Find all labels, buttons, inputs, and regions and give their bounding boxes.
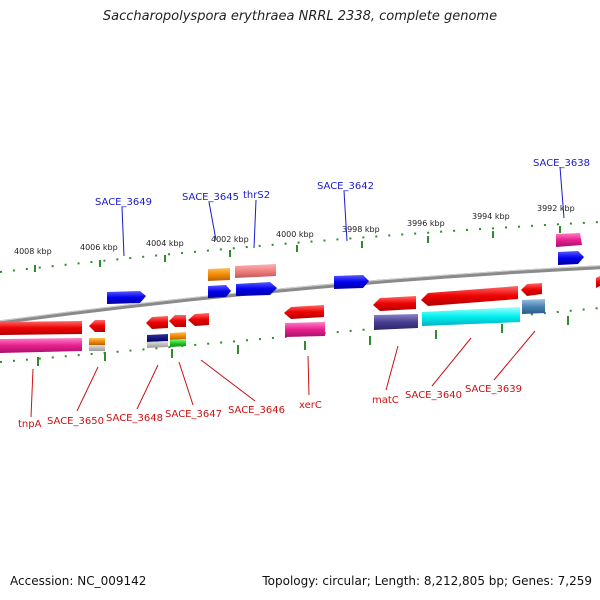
topology-text: Topology: circular; Length: 8,212,805 bp… bbox=[262, 574, 592, 588]
gene-label-SACE_3649: SACE_3649 bbox=[95, 197, 152, 208]
kbp-label: 3994 kbp bbox=[472, 212, 510, 221]
gene-SACE_3647-a bbox=[169, 315, 186, 327]
gene-SACE_3648-c bbox=[147, 341, 168, 348]
gene-label-xerC: xerC bbox=[299, 400, 322, 411]
gene-SACE_3647-b bbox=[170, 332, 186, 340]
gene-thrS2-b bbox=[236, 282, 277, 296]
kbp-label: 4008 kbp bbox=[14, 247, 52, 256]
gene-xerC-a bbox=[284, 305, 324, 319]
gene-SACE_3650-c bbox=[89, 345, 105, 351]
gene-SACE_3649 bbox=[107, 291, 146, 304]
kbp-label: 4000 kbp bbox=[276, 230, 314, 239]
gene-label-thrS2: thrS2 bbox=[243, 190, 270, 201]
lower-leader-lines bbox=[30, 330, 536, 418]
gene-SACE_3646 bbox=[188, 313, 209, 326]
gene-SACE_3639-a bbox=[521, 283, 542, 296]
map-title: Saccharopolyspora erythraea NRRL 2338, c… bbox=[102, 9, 498, 24]
gene-label-SACE_3650: SACE_3650 bbox=[47, 416, 104, 427]
gene-SACE_3650-a bbox=[89, 320, 105, 332]
gene-SACE_3647-c bbox=[170, 339, 186, 347]
reverse-genes bbox=[0, 283, 545, 353]
gene-label-SACE_3645: SACE_3645 bbox=[182, 192, 239, 203]
gene-matC-a bbox=[373, 296, 416, 311]
upper-major-ticks bbox=[34, 226, 561, 272]
gene-thrS2-a bbox=[235, 264, 276, 278]
gene-SACE_3648-b bbox=[147, 334, 168, 342]
kbp-label: 3992 kbp bbox=[537, 204, 575, 213]
gene-SACE_3650-b bbox=[89, 338, 105, 345]
gene-label-SACE_3647: SACE_3647 bbox=[165, 409, 222, 420]
gene-SACE_3645-b bbox=[208, 285, 231, 298]
genome-backbone bbox=[0, 265, 600, 325]
gene-tnpA-a bbox=[0, 321, 82, 335]
kbp-label: 3998 kbp bbox=[342, 225, 380, 234]
kbp-label: 4004 kbp bbox=[146, 239, 184, 248]
gene-SACE_3640-b bbox=[422, 307, 520, 326]
forward-genes bbox=[107, 233, 600, 304]
gene-matC-b bbox=[374, 314, 418, 330]
gene-label-SACE_3639: SACE_3639 bbox=[465, 384, 522, 395]
gene-SACE_3645-a bbox=[208, 268, 230, 281]
gene-label-tnpA: tnpA bbox=[18, 419, 42, 430]
gene-label-matC: matC bbox=[372, 395, 399, 406]
accession-text: Accession: NC_009142 bbox=[10, 574, 147, 588]
gene-SACE_3638-a bbox=[556, 233, 582, 247]
gene-SACE_3640-a bbox=[421, 286, 518, 306]
gene-edge-red bbox=[596, 276, 600, 288]
kbp-label: 4002 kbp bbox=[211, 235, 249, 244]
gene-label-SACE_3642: SACE_3642 bbox=[317, 181, 374, 192]
lower-major-ticks bbox=[37, 316, 569, 366]
gene-label-SACE_3646: SACE_3646 bbox=[228, 405, 285, 416]
kbp-label: 4006 kbp bbox=[80, 243, 118, 252]
kbp-label: 3996 kbp bbox=[407, 219, 445, 228]
gene-label-SACE_3640: SACE_3640 bbox=[405, 390, 462, 401]
gene-label-SACE_3648: SACE_3648 bbox=[106, 413, 163, 424]
gene-xerC-b bbox=[285, 322, 325, 337]
gene-tnpA-b bbox=[0, 338, 82, 353]
gene-SACE_3648-a bbox=[146, 316, 168, 329]
gene-SACE_3639-b bbox=[522, 299, 545, 314]
upper-leader-lines bbox=[121, 166, 565, 257]
gene-SACE_3642 bbox=[334, 275, 369, 289]
gene-label-SACE_3638: SACE_3638 bbox=[533, 158, 590, 169]
gene-SACE_3638-b bbox=[558, 251, 584, 265]
